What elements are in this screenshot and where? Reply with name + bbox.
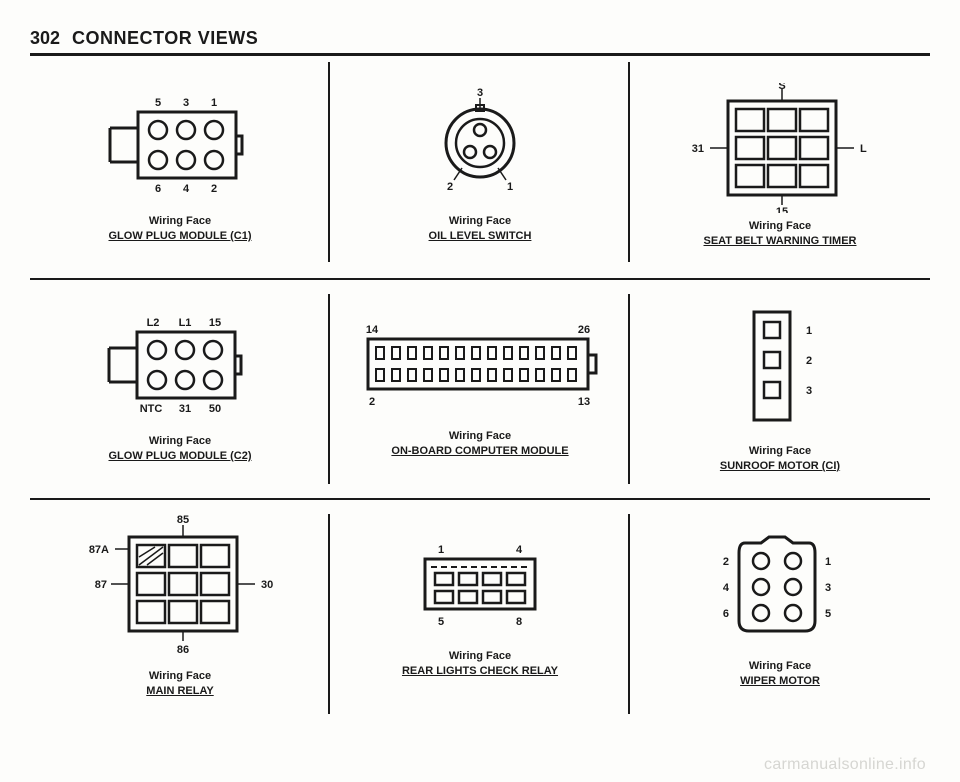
svg-text:2: 2 — [369, 396, 375, 408]
cell-obc-module: 14 26 2 13 Wiring Face ON-BOARD COMPUTER… — [330, 276, 630, 496]
svg-text:1: 1 — [438, 544, 444, 556]
svg-text:86: 86 — [177, 644, 189, 656]
watermark: carmanualsonline.info — [764, 756, 926, 774]
col-divider — [328, 62, 330, 262]
svg-text:1: 1 — [211, 97, 217, 109]
svg-text:87: 87 — [95, 579, 107, 591]
caption: Wiring Face GLOW PLUG MODULE (C1) — [109, 214, 252, 244]
svg-text:15: 15 — [209, 317, 221, 329]
face-label: Wiring Face — [449, 430, 511, 442]
caption: Wiring Face WIPER MOTOR — [740, 659, 820, 689]
svg-text:4: 4 — [723, 582, 730, 594]
col-divider — [628, 62, 630, 262]
svg-text:NTC: NTC — [140, 403, 163, 415]
svg-text:8: 8 — [516, 616, 522, 628]
svg-text:1: 1 — [825, 556, 831, 568]
connector-name: GLOW PLUG MODULE (C1) — [109, 230, 252, 242]
svg-text:2: 2 — [211, 183, 217, 195]
connector-name: ON-BOARD COMPUTER MODULE — [391, 445, 568, 457]
svg-text:3: 3 — [806, 385, 812, 397]
svg-text:1: 1 — [806, 325, 812, 337]
face-label: Wiring Face — [149, 435, 211, 447]
svg-text:3: 3 — [477, 88, 483, 99]
col-divider — [328, 514, 330, 714]
face-label: Wiring Face — [149, 215, 211, 227]
svg-text:5: 5 — [438, 616, 444, 628]
svg-text:4: 4 — [516, 544, 523, 556]
caption: Wiring Face OIL LEVEL SWITCH — [429, 214, 532, 244]
face-label: Wiring Face — [449, 215, 511, 227]
connector-name: REAR LIGHTS CHECK RELAY — [402, 665, 558, 677]
svg-text:2: 2 — [723, 556, 729, 568]
diagram-rear-lights-relay: 1 4 5 8 — [395, 533, 565, 643]
face-label: Wiring Face — [749, 660, 811, 672]
connector-grid: 5 3 1 6 4 2 Wiring Face GLOW PLUG MODULE… — [30, 56, 930, 716]
col-divider — [628, 294, 630, 484]
face-label: Wiring Face — [149, 670, 211, 682]
connector-name: SEAT BELT WARNING TIMER — [704, 235, 857, 247]
svg-text:31: 31 — [692, 143, 704, 155]
caption: Wiring Face SUNROOF MOTOR (CI) — [720, 444, 840, 474]
svg-text:4: 4 — [183, 183, 190, 195]
page-header: 302 CONNECTOR VIEWS — [30, 28, 930, 56]
diagram-wiper-motor: 2 4 6 1 3 5 — [705, 523, 855, 653]
cell-main-relay: 87A 85 87 30 86 Wiring Face MAIN RELAY — [30, 496, 330, 716]
diagram-seat-belt-timer: S 31 L 15 — [690, 83, 870, 213]
svg-text:6: 6 — [155, 183, 161, 195]
svg-text:S: S — [778, 83, 785, 92]
svg-text:13: 13 — [578, 396, 590, 408]
svg-text:2: 2 — [447, 181, 453, 193]
connector-name: GLOW PLUG MODULE (C2) — [109, 450, 252, 462]
svg-text:2: 2 — [806, 355, 812, 367]
svg-text:31: 31 — [179, 403, 191, 415]
cell-rear-lights-relay: 1 4 5 8 Wiring Face REAR LIGHTS CHECK RE… — [330, 496, 630, 716]
svg-text:L2: L2 — [147, 317, 160, 329]
cell-oil-level-switch: 3 2 1 Wiring Face OIL LEVEL SWITCH — [330, 56, 630, 276]
svg-text:50: 50 — [209, 403, 221, 415]
page-title: CONNECTOR VIEWS — [72, 28, 258, 49]
connector-name: OIL LEVEL SWITCH — [429, 230, 532, 242]
svg-text:1: 1 — [507, 181, 513, 193]
page-number: 302 — [30, 28, 60, 49]
diagram-oil-level-switch: 3 2 1 — [410, 88, 550, 208]
svg-text:26: 26 — [578, 324, 590, 336]
cell-seat-belt-timer: S 31 L 15 Wiring Face SEAT BELT WARNING … — [630, 56, 930, 276]
svg-text:85: 85 — [177, 514, 189, 526]
cell-glow-plug-c1: 5 3 1 6 4 2 Wiring Face GLOW PLUG MODULE… — [30, 56, 330, 276]
caption: Wiring Face REAR LIGHTS CHECK RELAY — [402, 649, 558, 679]
caption: Wiring Face SEAT BELT WARNING TIMER — [704, 219, 857, 249]
caption: Wiring Face ON-BOARD COMPUTER MODULE — [391, 429, 568, 459]
face-label: Wiring Face — [449, 650, 511, 662]
svg-text:3: 3 — [825, 582, 831, 594]
diagram-glow-plug-c2: L2 L1 15 NTC 31 50 — [95, 308, 265, 428]
col-divider — [628, 514, 630, 714]
svg-text:30: 30 — [261, 579, 273, 591]
svg-text:3: 3 — [183, 97, 189, 109]
cell-sunroof-motor: 1 2 3 Wiring Face SUNROOF MOTOR (CI) — [630, 276, 930, 496]
connector-name: MAIN RELAY — [146, 685, 213, 697]
cell-wiper-motor: 2 4 6 1 3 5 Wiring Face WIPER MOTOR — [630, 496, 930, 716]
diagram-obc-module: 14 26 2 13 — [350, 313, 610, 423]
svg-text:15: 15 — [776, 206, 788, 213]
face-label: Wiring Face — [749, 220, 811, 232]
caption: Wiring Face GLOW PLUG MODULE (C2) — [109, 434, 252, 464]
diagram-main-relay: 87A 85 87 30 86 — [85, 513, 275, 663]
diagram-glow-plug-c1: 5 3 1 6 4 2 — [100, 88, 260, 208]
connector-name: SUNROOF MOTOR (CI) — [720, 460, 840, 472]
diagram-sunroof-motor: 1 2 3 — [720, 298, 840, 438]
svg-text:L1: L1 — [179, 317, 192, 329]
cell-glow-plug-c2: L2 L1 15 NTC 31 50 Wiring Face GLOW PLUG… — [30, 276, 330, 496]
svg-text:5: 5 — [825, 608, 831, 620]
svg-text:6: 6 — [723, 608, 729, 620]
svg-text:L: L — [860, 143, 867, 155]
svg-text:87A: 87A — [89, 544, 109, 556]
row-divider-1 — [30, 278, 930, 280]
row-divider-2 — [30, 498, 930, 500]
connector-name: WIPER MOTOR — [740, 675, 820, 687]
svg-text:5: 5 — [155, 97, 161, 109]
caption: Wiring Face MAIN RELAY — [146, 669, 213, 699]
col-divider — [328, 294, 330, 484]
face-label: Wiring Face — [749, 445, 811, 457]
svg-text:14: 14 — [366, 324, 379, 336]
